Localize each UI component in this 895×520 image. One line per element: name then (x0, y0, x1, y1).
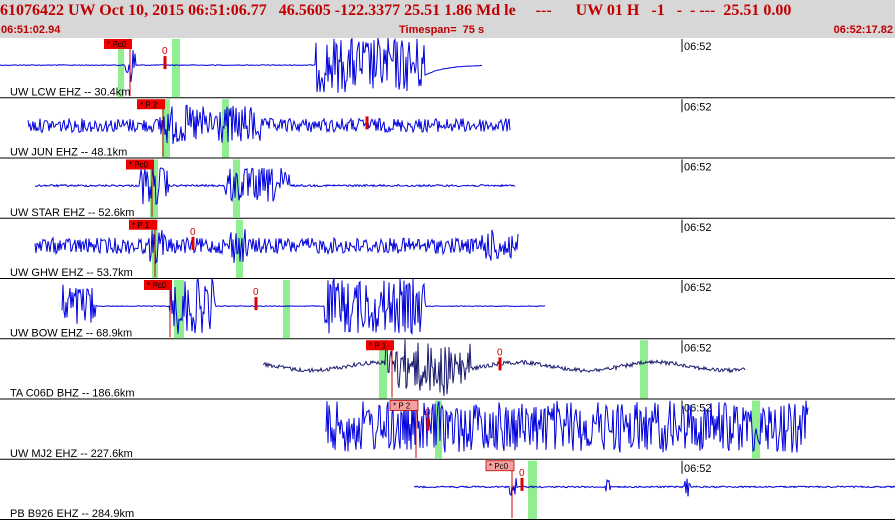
amplitude-marker-label: 0 (162, 46, 168, 57)
time-mark-label: 06:52 (684, 282, 712, 294)
pick-flag[interactable] (389, 400, 419, 411)
pick-window-band (222, 99, 229, 158)
trace-row[interactable]: 06:52 * Pc0 0 UW LCW EHZ -- 30.4km (0, 38, 895, 99)
pick-flag-label: * Pc0 (147, 281, 167, 290)
trace-row[interactable]: 06:52 * Pc0 0 UW BOW EHZ -- 68.9km (0, 278, 895, 340)
waveform (34, 229, 519, 265)
waveform (0, 38, 483, 93)
pick-flag[interactable] (126, 159, 154, 170)
waveform (61, 278, 546, 335)
pick-flag[interactable] (104, 39, 132, 49)
amplitude-marker[interactable] (520, 477, 524, 491)
pick-flag-label: * P 1 (132, 221, 150, 230)
trace-row[interactable]: 06:52 * Pc0 UW STAR EHZ -- 52.6km (0, 159, 895, 219)
time-mark-label: 06:52 (684, 101, 712, 113)
pick-window-band (435, 400, 442, 459)
trace-row[interactable]: 06:52 * P 2 UW JUN EHZ -- 48.1km (0, 99, 895, 159)
pick-flag[interactable] (144, 280, 172, 290)
timespan-label: Timespan= 75 s (399, 24, 485, 36)
amplitude-marker-label: 0 (519, 468, 525, 479)
trace-row[interactable]: 06:52 * P 1 0 TA C06D BHZ -- 186.6km (0, 339, 895, 400)
pick-window-band (118, 39, 124, 98)
waveform (325, 400, 809, 453)
pick-flag[interactable] (129, 219, 157, 230)
amplitude-marker[interactable] (365, 116, 369, 130)
pick-window-band (528, 460, 537, 519)
end-time: 06:52:17.82 (833, 24, 893, 36)
waveform (262, 339, 746, 396)
waveform (414, 478, 895, 497)
station-label: UW MJ2 EHZ -- 227.6km (10, 448, 133, 460)
pick-window-band (379, 340, 387, 399)
waveform (27, 104, 511, 145)
amplitude-marker[interactable] (498, 357, 502, 371)
station-label: UW BOW EHZ -- 68.9km (10, 327, 132, 339)
pick-window-band (233, 159, 240, 218)
amplitude-marker-label: 0 (425, 408, 431, 419)
pick-flag-label: * P 2 (140, 100, 158, 109)
start-time: 06:51:02.94 (1, 24, 61, 36)
pick-flag[interactable] (485, 460, 515, 472)
station-label: PB B926 EHZ -- 284.9km (10, 508, 134, 520)
amplitude-marker[interactable] (163, 56, 167, 70)
trace-canvas[interactable]: 06:52 * Pc0 0 UW LCW EHZ -- 30.4km 06:52 * P … (0, 38, 895, 520)
event-summary-title: 61076422 UW Oct 10, 2015 06:51:06.77 46.… (0, 2, 792, 19)
header-bar: 61076422 UW Oct 10, 2015 06:51:06.77 46.… (0, 0, 895, 38)
trace-row[interactable]: 06:52 * Pc0 0 PB B926 EHZ -- 284.9km (0, 460, 895, 520)
amplitude-marker[interactable] (191, 236, 195, 250)
station-label: UW STAR EHZ -- 52.6km (10, 207, 134, 219)
pick-flag-label: * P 1 (369, 341, 387, 350)
time-mark-label: 06:52 (684, 162, 712, 174)
pick-window-band (283, 280, 290, 339)
amplitude-marker-label: 0 (497, 347, 503, 358)
pick-flag-label: * Pc0 (489, 462, 509, 471)
amplitude-marker[interactable] (254, 297, 258, 311)
pick-flag-label: * P 2 (393, 402, 411, 411)
pick-window-band (640, 340, 648, 399)
station-label: UW JUN EHZ -- 48.1km (10, 147, 127, 159)
station-label: UW GHW EHZ -- 53.7km (10, 267, 133, 279)
time-mark-label: 06:52 (684, 342, 712, 354)
time-mark-label: 06:52 (684, 41, 712, 53)
amplitude-marker[interactable] (426, 417, 430, 431)
time-mark-label: 06:52 (684, 463, 712, 475)
station-label: TA C06D BHZ -- 186.6km (10, 388, 135, 400)
pick-flag-label: * Pc0 (107, 40, 127, 49)
waveform (34, 166, 516, 205)
amplitude-marker-label: 0 (253, 287, 259, 298)
pick-window-band (174, 280, 184, 339)
pick-window-band (150, 159, 158, 218)
pick-window-band (162, 99, 170, 158)
trace-row[interactable]: 06:52 * P 1 0 UW GHW EHZ -- 53.7km (0, 219, 895, 279)
amplitude-marker-label: 0 (190, 227, 196, 238)
seismogram-panel[interactable]: 06:52 * Pc0 0 UW LCW EHZ -- 30.4km 06:52 * P … (0, 38, 895, 520)
time-mark-label: 06:52 (684, 222, 712, 234)
station-label: UW LCW EHZ -- 30.4km (10, 86, 130, 98)
pick-window-band (172, 39, 180, 98)
pick-flag-label: * Pc0 (129, 161, 149, 170)
pick-flag[interactable] (366, 340, 394, 351)
pick-flag[interactable] (137, 99, 165, 110)
